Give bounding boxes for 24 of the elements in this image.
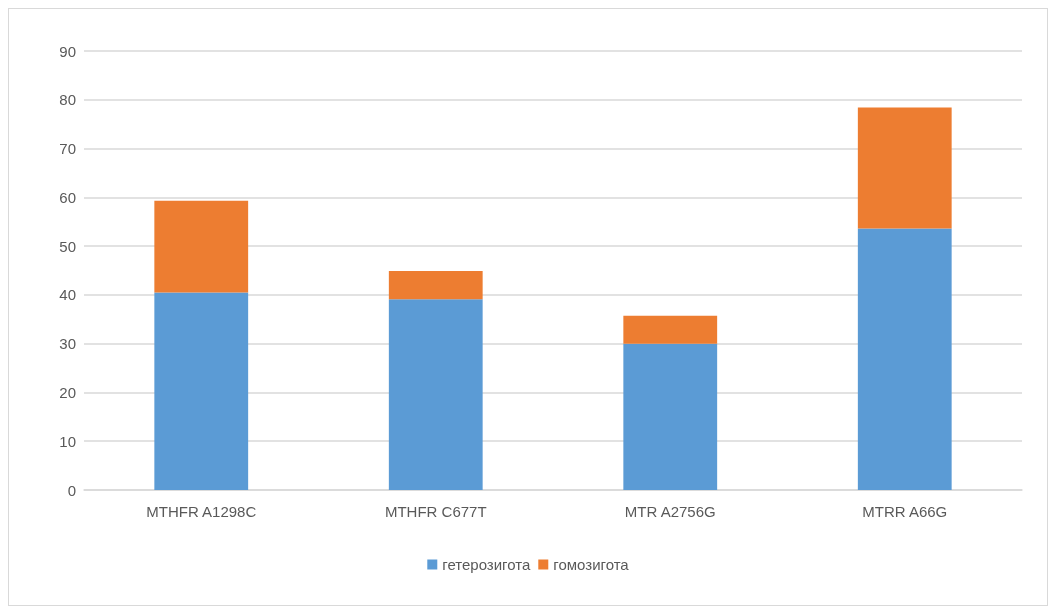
x-tick-label: MTHFR C677T [384,503,487,520]
bar [857,107,952,229]
bar [154,292,249,490]
x-tick-label: MTR A2756G [624,503,716,520]
y-tick-label: 60 [59,188,76,206]
legend-label: гомозигота [553,556,630,573]
bar [388,299,483,490]
y-tick-label: 70 [59,140,76,158]
x-tick-label: MTHFR A1298C [146,503,257,520]
y-tick-label: 30 [59,335,76,353]
y-tick-label: 40 [59,286,76,304]
y-tick-label: 90 [59,42,76,60]
legend-label: гетерозигота [442,556,531,573]
y-tick-label: 0 [67,481,76,499]
bar [623,315,718,344]
y-tick-label: 10 [59,432,76,450]
x-tick-label: MTRR A66G [862,503,948,520]
bar [154,200,249,293]
y-tick-label: 50 [59,237,76,255]
bar [388,270,483,300]
bar [857,228,952,490]
y-tick-label: 80 [59,91,76,109]
y-tick-label: 20 [59,383,76,401]
bar [623,343,718,490]
